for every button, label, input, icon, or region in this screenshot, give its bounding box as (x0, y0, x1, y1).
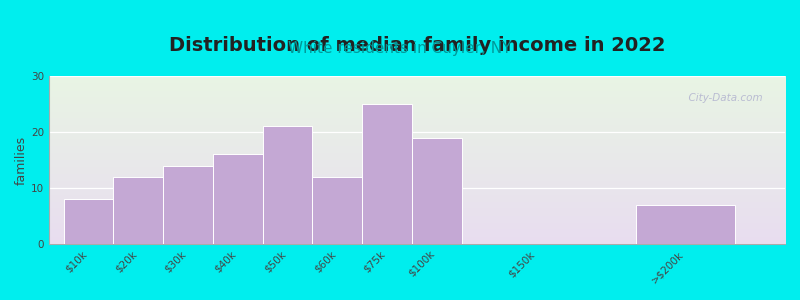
Bar (362, 104, 412, 244)
Bar (412, 138, 462, 244)
Bar (262, 126, 313, 244)
Text: City-Data.com: City-Data.com (682, 93, 763, 103)
Title: Distribution of median family income in 2022: Distribution of median family income in … (169, 36, 665, 55)
Bar (114, 177, 163, 244)
Text: White residents in Cuyler, NY: White residents in Cuyler, NY (288, 40, 512, 56)
Y-axis label: families: families (15, 135, 28, 184)
Bar (163, 166, 213, 244)
Bar (313, 177, 362, 244)
Bar (213, 154, 262, 244)
Bar (64, 199, 114, 244)
Bar (636, 205, 735, 244)
